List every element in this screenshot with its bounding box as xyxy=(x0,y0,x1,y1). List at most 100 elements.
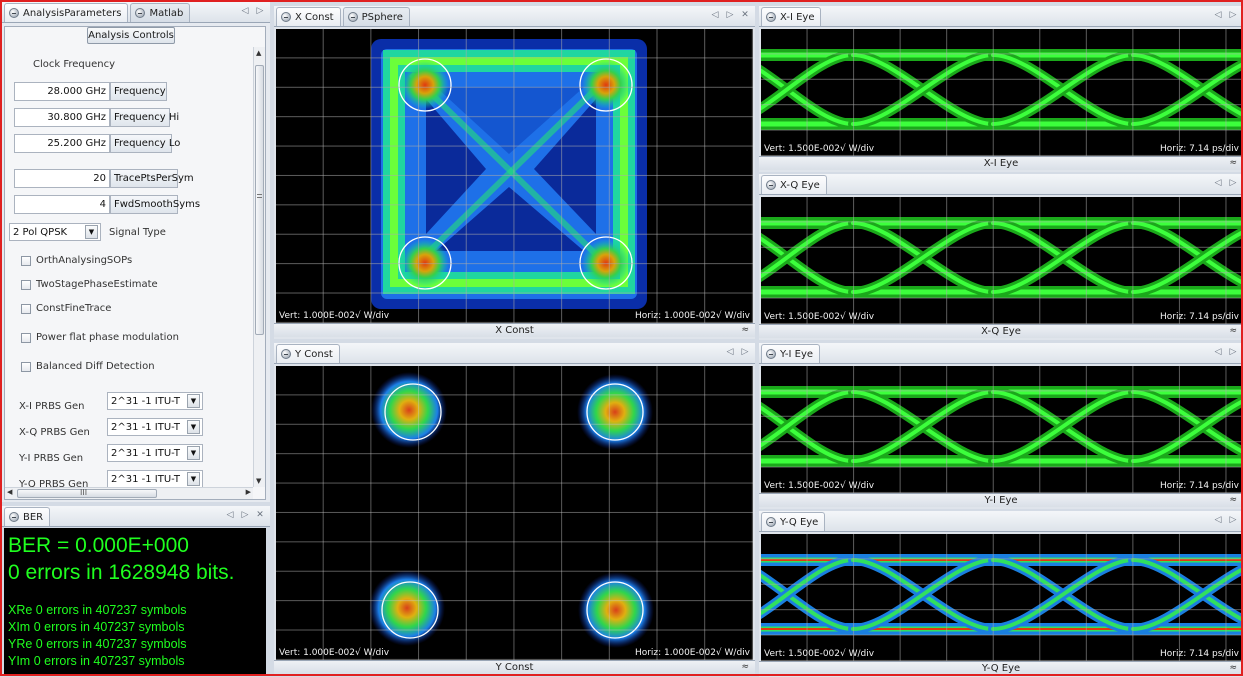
tab-left-icon[interactable]: ◁ xyxy=(1214,178,1222,188)
tab-ber[interactable]: BER xyxy=(4,507,50,526)
tab-label: Y-Q Eye xyxy=(780,517,818,528)
close-tab-icon[interactable] xyxy=(9,512,19,522)
frequency-lo-button[interactable]: Frequency Lo xyxy=(110,134,172,153)
scroll-down-icon[interactable]: ▼ xyxy=(256,477,261,485)
checkbox[interactable] xyxy=(21,333,31,343)
expand-icon[interactable]: ≈ xyxy=(1229,662,1237,675)
expand-icon[interactable]: ≈ xyxy=(741,324,749,337)
tab-analysis-parameters[interactable]: AnalysisParameters xyxy=(4,3,128,22)
scroll-left-icon[interactable]: ◀ xyxy=(7,488,12,496)
tab-eye[interactable]: Y-I Eye xyxy=(761,344,820,363)
close-tab-icon[interactable] xyxy=(766,180,776,190)
checkbox[interactable] xyxy=(21,362,31,372)
chevron-down-icon[interactable]: ▼ xyxy=(187,394,200,408)
frequency-hi-input[interactable]: 30.800 GHz xyxy=(14,108,110,127)
tab-left-icon[interactable]: ◁ xyxy=(711,10,719,20)
close-tab-icon[interactable] xyxy=(766,517,776,527)
scroll-up-icon[interactable]: ▲ xyxy=(256,49,261,57)
check-power-flat-phase[interactable]: Power flat phase modulation xyxy=(21,332,179,343)
tab-left-icon[interactable]: ◁ xyxy=(226,510,234,520)
scroll-grip: III xyxy=(80,488,87,497)
tab-y-const[interactable]: Y Const xyxy=(276,344,340,363)
tab-right-icon[interactable]: ▷ xyxy=(741,347,749,357)
trace-pts-input[interactable]: 20 xyxy=(14,169,110,188)
chevron-down-icon[interactable]: ▼ xyxy=(85,225,98,239)
vertical-scroll-thumb[interactable] xyxy=(255,65,264,335)
tab-left-icon[interactable]: ◁ xyxy=(1214,347,1222,357)
ber-symbol-line: XIm 0 errors in 407237 symbols xyxy=(8,620,184,634)
checkbox[interactable] xyxy=(21,304,31,314)
tab-left-icon[interactable]: ◁ xyxy=(1214,515,1222,525)
tab-psphere[interactable]: PSphere xyxy=(343,7,410,26)
expand-icon[interactable]: ≈ xyxy=(741,661,749,674)
close-icon[interactable]: ✕ xyxy=(256,510,264,520)
vert-scale-label: Vert: 1.500E-002√ W/div xyxy=(764,312,874,322)
tab-right-icon[interactable]: ▷ xyxy=(241,510,249,520)
x-const-pane: X Const PSphere ◁ ▷ ✕ xyxy=(274,6,755,339)
expand-icon[interactable]: ≈ xyxy=(1229,325,1237,338)
close-tab-icon[interactable] xyxy=(766,12,776,22)
tab-matlab[interactable]: Matlab xyxy=(130,3,190,22)
check-balanced-diff[interactable]: Balanced Diff Detection xyxy=(21,361,155,372)
close-tab-icon[interactable] xyxy=(135,8,145,18)
expand-icon[interactable]: ≈ xyxy=(1229,494,1237,507)
tab-left-icon[interactable]: ◁ xyxy=(726,347,734,357)
frequency-lo-input[interactable]: 25.200 GHz xyxy=(14,134,110,153)
scroll-right-icon[interactable]: ▶ xyxy=(246,488,251,496)
chevron-down-icon[interactable]: ▼ xyxy=(187,446,200,460)
frequency-input[interactable]: 28.000 GHz xyxy=(14,82,110,101)
tab-eye[interactable]: X-Q Eye xyxy=(761,175,827,194)
eye-plot[interactable]: Vert: 1.500E-002√ W/div Horiz: 7.14 ps/d… xyxy=(761,534,1241,661)
tab-x-const[interactable]: X Const xyxy=(276,7,341,26)
tab-right-icon[interactable]: ▷ xyxy=(1229,178,1237,188)
params-vertical-scrollbar[interactable]: ▲ ▼ xyxy=(253,47,265,487)
tab-eye[interactable]: Y-Q Eye xyxy=(761,512,825,531)
fwd-smooth-input[interactable]: 4 xyxy=(14,195,110,214)
tab-label: Matlab xyxy=(149,8,183,19)
check-orth-analysing-sops[interactable]: OrthAnalysingSOPs xyxy=(21,255,132,266)
analysis-controls-header[interactable]: Analysis Controls xyxy=(87,27,175,44)
tab-right-icon[interactable]: ▷ xyxy=(256,6,264,16)
check-two-stage-phase[interactable]: TwoStagePhaseEstimate xyxy=(21,279,158,290)
close-tab-icon[interactable] xyxy=(766,349,776,359)
eye-plot[interactable]: Vert: 1.500E-002√ W/div Horiz: 7.14 ps/d… xyxy=(761,366,1241,493)
chevron-down-icon[interactable]: ▼ xyxy=(187,420,200,434)
close-icon[interactable]: ✕ xyxy=(741,10,749,20)
horizontal-scroll-thumb[interactable]: III xyxy=(17,489,157,498)
x-constellation-plot[interactable]: Vert: 1.000E-002√ W/div Horiz: 1.000E-00… xyxy=(276,29,753,323)
close-tab-icon[interactable] xyxy=(9,8,19,18)
prbs-select[interactable]: 2^31 -1 ITU-T▼ xyxy=(107,392,203,410)
tab-left-icon[interactable]: ◁ xyxy=(1214,10,1222,20)
eye-plot[interactable]: Vert: 1.500E-002√ W/div Horiz: 7.14 ps/d… xyxy=(761,197,1241,324)
expand-icon[interactable]: ≈ xyxy=(1229,157,1237,170)
prbs-select[interactable]: 2^31 -1 ITU-T▼ xyxy=(107,470,203,488)
chevron-down-icon[interactable]: ▼ xyxy=(187,472,200,486)
tab-eye[interactable]: X-I Eye xyxy=(761,7,821,26)
prbs-list: X-I PRBS Gen 2^31 -1 ITU-T▼ X-Q PRBS Gen… xyxy=(19,389,209,499)
vert-scale-label: Vert: 1.000E-002√ W/div xyxy=(279,311,389,321)
y-constellation-plot[interactable]: Vert: 1.000E-002√ W/div Horiz: 1.000E-00… xyxy=(276,366,753,660)
tab-right-icon[interactable]: ▷ xyxy=(726,10,734,20)
params-horizontal-scrollbar[interactable]: ◀ III ▶ xyxy=(5,487,253,499)
frequency-hi-button[interactable]: Frequency Hi xyxy=(110,108,170,127)
tab-nav: ◁▷ xyxy=(1214,178,1237,188)
signal-type-select[interactable]: 2 Pol QPSK▼ xyxy=(9,223,101,241)
checkbox[interactable] xyxy=(21,256,31,266)
eye-plot[interactable]: Vert: 1.500E-002√ W/div Horiz: 7.14 ps/d… xyxy=(761,29,1241,156)
trace-pts-button[interactable]: TracePtsPerSym xyxy=(110,169,178,188)
prbs-select[interactable]: 2^31 -1 ITU-T▼ xyxy=(107,418,203,436)
close-tab-icon[interactable] xyxy=(281,349,291,359)
tab-left-icon[interactable]: ◁ xyxy=(241,6,249,16)
prbs-select[interactable]: 2^31 -1 ITU-T▼ xyxy=(107,444,203,462)
checkbox[interactable] xyxy=(21,280,31,290)
fwd-smooth-button[interactable]: FwdSmoothSyms xyxy=(110,195,178,214)
tab-right-icon[interactable]: ▷ xyxy=(1229,515,1237,525)
tab-label: X-Q Eye xyxy=(780,180,820,191)
tab-right-icon[interactable]: ▷ xyxy=(1229,347,1237,357)
close-tab-icon[interactable] xyxy=(281,12,291,22)
y-const-footer: Y Const≈ xyxy=(274,660,755,674)
close-tab-icon[interactable] xyxy=(348,12,358,22)
check-const-fine-trace[interactable]: ConstFineTrace xyxy=(21,303,111,314)
tab-right-icon[interactable]: ▷ xyxy=(1229,10,1237,20)
frequency-button[interactable]: Frequency xyxy=(110,82,167,101)
